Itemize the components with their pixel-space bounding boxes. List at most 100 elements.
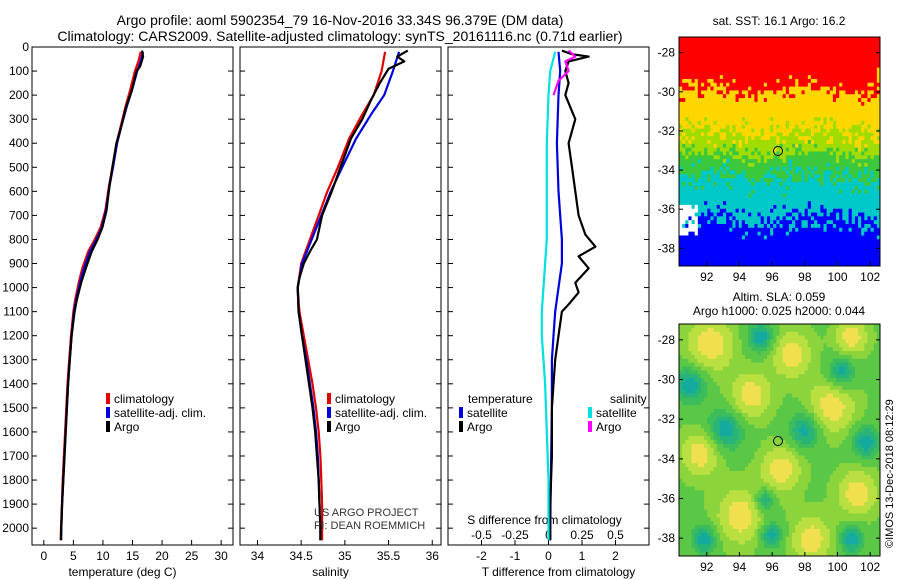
map-cell [694,343,699,348]
map-cell [748,128,752,133]
map-cell [763,201,768,206]
map-cell [760,324,765,329]
map-cell [688,159,692,164]
map-cell [801,166,806,171]
map-cell [700,170,705,175]
map-cell [700,182,705,187]
map-cell [770,201,774,206]
map-cell [697,220,702,225]
map-cell [814,239,818,244]
map-cell [798,105,802,110]
map-cell [766,44,771,49]
map-cell [726,174,730,179]
map-cell [704,193,708,198]
map-cell [864,351,868,356]
map-cell [741,212,746,217]
map-cell [810,124,815,129]
map-cell [792,201,796,206]
map-cell [694,243,699,248]
map-cell [773,235,777,240]
map-cell [751,262,755,267]
map-cell [773,250,777,255]
map-cell [867,40,871,46]
map-cell [744,124,749,129]
map-cell [741,56,746,61]
map-cell [741,132,746,137]
map-cell [823,40,828,46]
difference-panel: -2 -1 0 1 2T difference from climatology-0.5… [447,46,650,579]
y-tick-label: 1700 [2,449,29,463]
map-cell [700,37,705,42]
map-cell [814,370,818,375]
map-cell [735,162,740,168]
map-cell [770,166,774,171]
map-cell [770,174,774,179]
map-cell [691,56,696,61]
map-cell [814,105,818,110]
map-cell [845,147,849,152]
map-cell [826,254,831,259]
map-cell [691,343,696,348]
map-cell [770,366,774,371]
map-cell [679,117,683,122]
map-cell [726,347,730,352]
map-cell [798,98,802,103]
map-cell [713,351,718,356]
map-cell [754,189,758,194]
map-cell [823,366,828,371]
map-cell [867,67,871,72]
map-cell [763,354,768,360]
map-cell [801,151,806,156]
map-cell [836,324,840,329]
map-cell [732,56,736,61]
map-cell [810,262,815,267]
map-cell [839,347,843,352]
map-cell [763,189,768,194]
map-cell [817,63,821,68]
map-cell [719,201,724,206]
map-cell [719,189,724,194]
map-cell [845,151,849,156]
map-cell [873,362,878,367]
map-cell [823,75,828,80]
map-cell [732,37,736,42]
map-cell [823,335,828,340]
map-cell [864,246,868,252]
map-cell [694,227,699,233]
map-cell [782,224,787,229]
map-cell [858,235,862,240]
map-cell [876,231,881,236]
map-cell [722,166,727,171]
map-cell [766,98,771,103]
map-cell [854,246,859,252]
map-cell [845,86,849,91]
map-cell [682,117,686,122]
map-cell [788,216,793,221]
map-cell [779,113,784,118]
map-cell [776,227,780,233]
map-cell [729,370,733,375]
map-cell [757,250,762,255]
map-cell [754,109,758,114]
map-cell [782,347,787,352]
map-cell [854,258,859,263]
map-cell [710,44,714,49]
map-cell [839,78,843,84]
map-cell [820,216,824,221]
map-cell [795,239,799,244]
map-cell [801,250,806,255]
map-cell [782,162,787,168]
map-cell [854,343,859,348]
map-cell [685,98,689,103]
map-cell [773,227,777,233]
map-cell [744,235,749,240]
map-cell [854,362,859,367]
map-cell [726,370,730,375]
map-cell [873,109,878,114]
map-cell [691,155,696,160]
map-cell [804,174,809,179]
map-cell [864,216,868,221]
map-cell [757,147,762,152]
map-cell [820,147,824,152]
map-cell [748,75,752,80]
